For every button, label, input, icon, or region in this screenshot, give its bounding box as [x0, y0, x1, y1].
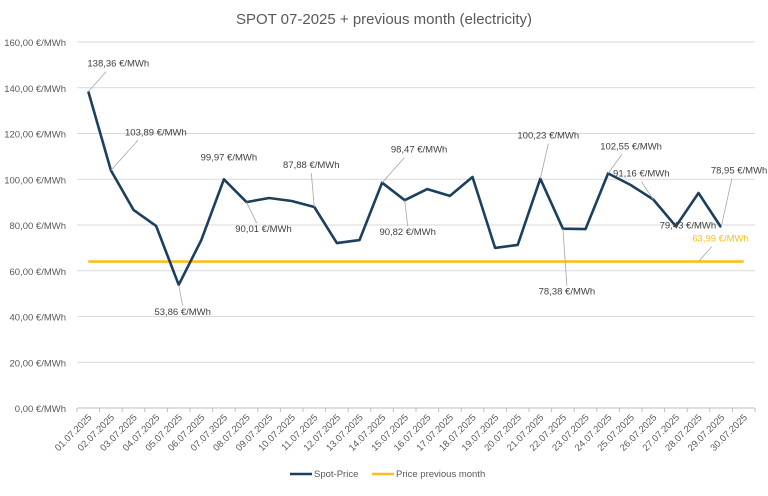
- leader-line: [88, 71, 107, 92]
- leader-line: [640, 181, 654, 200]
- leader-line: [246, 201, 258, 224]
- gridlines: [77, 41, 755, 363]
- y-axis: 0,00 €/MWh 20,00 €/MWh 40,00 €/MWh 60,00 €/…: [4, 38, 66, 415]
- data-label: 87,88 €/MWh: [283, 160, 340, 171]
- data-label: 91,16 €/MWh: [613, 168, 670, 179]
- data-label: 90,82 €/MWh: [379, 227, 436, 238]
- data-labels: 138,36 €/MWh 103,89 €/MWh 53,86 €/MWh 99,97…: [87, 59, 767, 318]
- leader-line: [404, 200, 409, 227]
- leader-line: [562, 228, 568, 286]
- data-label: 100,23 €/MWh: [517, 131, 579, 142]
- legend-item: Price previous month: [372, 469, 485, 480]
- leader-line: [698, 246, 713, 262]
- data-label: 103,89 €/MWh: [125, 127, 187, 138]
- data-label: 63,99 €/MWh: [692, 234, 749, 245]
- data-label: 78,38 €/MWh: [539, 287, 596, 298]
- legend: Spot-Price Price previous month: [290, 469, 485, 480]
- leader-line: [110, 140, 139, 171]
- series-line-spot-price: [87, 91, 723, 287]
- y-tick-label: 140,00 €/MWh: [4, 84, 66, 95]
- chart-title: SPOT 07-2025 + previous month (electrici…: [236, 11, 532, 28]
- leader-line: [720, 178, 733, 228]
- data-label: 79,43 €/MWh: [660, 220, 717, 231]
- data-label: 138,36 €/MWh: [87, 59, 149, 70]
- leader-line: [381, 157, 405, 184]
- y-tick-label: 80,00 €/MWh: [10, 221, 67, 232]
- leader-line: [178, 284, 184, 306]
- y-tick-label: 120,00 €/MWh: [4, 130, 66, 141]
- legend-label: Price previous month: [396, 469, 485, 480]
- y-tick-label: 60,00 €/MWh: [10, 267, 67, 278]
- y-tick-label: 100,00 €/MWh: [4, 175, 66, 186]
- x-axis: 01.07.202502.07.202503.07.202504.07.2025…: [53, 407, 756, 454]
- data-label: 78,95 €/MWh: [711, 165, 768, 176]
- data-label: 102,55 €/MWh: [600, 141, 662, 152]
- leader-line: [607, 154, 623, 174]
- legend-item: Spot-Price: [290, 469, 358, 480]
- legend-label: Spot-Price: [314, 469, 358, 480]
- y-tick-label: 40,00 €/MWh: [10, 313, 67, 324]
- data-label: 98,47 €/MWh: [391, 145, 448, 156]
- data-label: 90,01 €/MWh: [235, 224, 292, 235]
- data-label: 99,97 €/MWh: [201, 152, 258, 163]
- leader-line: [539, 143, 549, 179]
- data-label: 53,86 €/MWh: [154, 307, 211, 318]
- y-tick-label: 20,00 €/MWh: [10, 358, 67, 369]
- series-lines: [87, 91, 744, 287]
- y-tick-label: 0,00 €/MWh: [15, 404, 66, 415]
- y-tick-label: 160,00 €/MWh: [4, 38, 66, 49]
- leader-line: [310, 172, 315, 208]
